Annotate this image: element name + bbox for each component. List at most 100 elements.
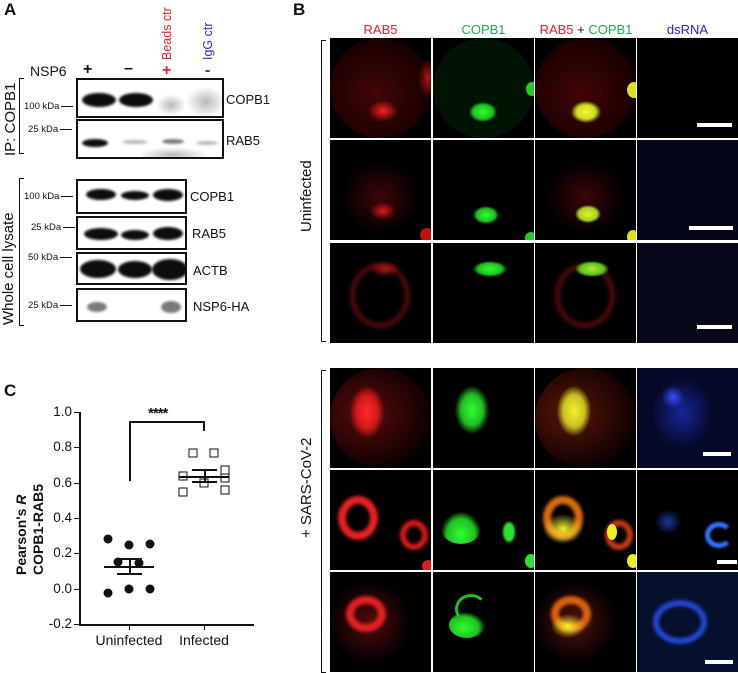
ip-group-label: IP: COPB1 <box>2 82 19 156</box>
band <box>119 93 153 107</box>
micrograph-uninfected-r2-rab5 <box>330 140 431 240</box>
micrograph-uninfected-r2-copb1 <box>433 140 534 240</box>
signal <box>370 202 396 220</box>
micrograph-uninfected-r1-rab5 <box>330 38 431 138</box>
ip-copb1-blot <box>76 78 224 118</box>
band <box>86 189 116 200</box>
micrograph-infected-r1-copb1 <box>433 368 534 468</box>
signal <box>338 496 378 540</box>
band <box>196 141 218 145</box>
y-tick <box>74 624 80 626</box>
y-tick <box>74 589 80 591</box>
uninfected-bracket <box>321 40 326 342</box>
signal <box>662 386 684 408</box>
data-point <box>220 485 230 495</box>
y-tick-label: 1.0 <box>53 404 72 419</box>
signal <box>422 560 431 570</box>
signal <box>455 594 487 624</box>
signal <box>473 206 499 224</box>
signal <box>627 82 636 98</box>
column-header-merge: RAB5 + COPB1 <box>533 22 639 37</box>
signal <box>473 261 507 277</box>
ip-copb1-kda-marker: 100 kDa <box>24 101 73 112</box>
signal <box>503 522 515 542</box>
y-tick-label: 0.4 <box>53 510 72 525</box>
micrograph-infected-r2-copb1 <box>433 470 534 570</box>
data-point <box>145 584 155 594</box>
sem-cap-uninfected <box>117 573 142 575</box>
micrograph-uninfected-r3-merge <box>535 243 636 343</box>
signal <box>418 58 431 98</box>
band <box>122 140 148 144</box>
sem-cap-infected <box>192 469 217 471</box>
signal <box>543 514 583 544</box>
significance-bracket-left <box>129 421 131 481</box>
wcl-actb-kda-marker: 50 kDa <box>28 252 72 263</box>
x-tick <box>129 624 131 630</box>
wcl-actb-blot <box>76 252 187 285</box>
data-point <box>220 473 230 483</box>
micrograph-infected-r3-rab5 <box>330 572 431 672</box>
y-tick-label: 0.6 <box>53 475 72 490</box>
sem-cap-infected <box>192 481 217 483</box>
ip-rab5-kda-marker: 25 kDa <box>28 124 72 135</box>
data-point <box>103 588 113 598</box>
micrograph-uninfected-r2-merge <box>535 140 636 240</box>
signal <box>368 100 398 122</box>
lane-1-sign: + <box>83 61 93 78</box>
scale-bar <box>689 226 733 230</box>
wcl-rab5-kda-marker: 25 kDa <box>31 222 75 233</box>
significance-bracket-right <box>203 421 205 431</box>
scale-bar <box>717 560 737 564</box>
lane-3-sign: + <box>162 62 172 79</box>
signal <box>607 524 617 540</box>
y-tick <box>74 447 80 449</box>
y-tick-label: -0.2 <box>48 616 72 631</box>
micrograph-infected-r2-dsrna <box>637 470 738 570</box>
micrograph-uninfected-r3-dsrna <box>637 243 738 343</box>
scale-bar <box>697 325 732 329</box>
signal <box>551 614 585 638</box>
micrograph-infected-r1-dsrna <box>637 368 738 468</box>
signal <box>627 230 636 240</box>
signal <box>627 554 636 568</box>
band <box>153 227 183 240</box>
y-tick-label: 0.0 <box>53 581 72 596</box>
significance-stars: **** <box>148 405 168 422</box>
y-tick <box>74 483 80 485</box>
wcl-copb1-label: COPB1 <box>190 189 235 204</box>
sem-bar-infected <box>204 469 206 482</box>
infected-bracket <box>321 370 326 673</box>
data-point <box>209 448 219 458</box>
micrograph-infected-r3-copb1 <box>433 572 534 672</box>
signal <box>455 386 489 434</box>
signal <box>469 102 497 122</box>
signal <box>330 38 431 138</box>
micrograph-uninfected-r1-merge <box>535 38 636 138</box>
micrograph-infected-r3-merge <box>535 572 636 672</box>
micrograph-infected-r3-dsrna <box>637 572 738 672</box>
data-point <box>134 558 144 568</box>
lane-4-sign: - <box>205 62 211 79</box>
ip-copb1-label: COPB1 <box>226 92 271 107</box>
signal <box>350 386 384 438</box>
band <box>161 301 181 313</box>
panel-b-letter: B <box>293 0 306 19</box>
wcl-nsp6-label: NSP6-HA <box>193 299 250 314</box>
x-category-infected: Infected <box>179 632 229 648</box>
ip-rab5-blot <box>76 119 224 159</box>
data-point <box>145 539 155 549</box>
y-tick <box>74 518 80 520</box>
band <box>153 189 183 201</box>
column-header-rab5: RAB5 <box>363 22 398 37</box>
band <box>87 302 107 312</box>
band <box>121 230 149 240</box>
signal <box>441 512 481 544</box>
x-axis <box>79 624 254 626</box>
signal <box>340 160 420 235</box>
y-tick-label: 0.2 <box>53 545 72 560</box>
lane-2-sign: – <box>124 60 133 77</box>
column-header-dsrna: dsRNA <box>666 22 709 37</box>
merge-label-copb1: COPB1 <box>588 22 633 37</box>
column-header-copb1: COPB1 <box>461 22 506 37</box>
